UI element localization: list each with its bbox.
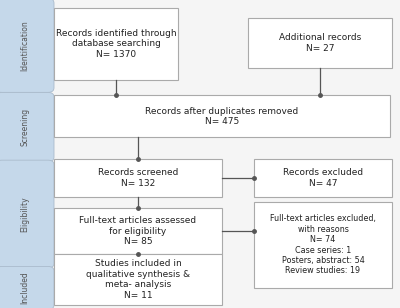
Text: Additional records
N= 27: Additional records N= 27 (279, 34, 361, 53)
Text: Identification: Identification (20, 20, 30, 71)
FancyBboxPatch shape (54, 208, 222, 254)
FancyBboxPatch shape (54, 95, 390, 137)
Text: Records identified through
database searching
N= 1370: Records identified through database sear… (56, 29, 176, 59)
Text: Screening: Screening (20, 108, 30, 146)
FancyBboxPatch shape (0, 92, 54, 162)
FancyBboxPatch shape (0, 160, 54, 268)
Text: Records excluded
N= 47: Records excluded N= 47 (283, 168, 363, 188)
FancyBboxPatch shape (0, 266, 54, 308)
Text: Eligibility: Eligibility (20, 196, 30, 232)
Text: Full-text articles excluded,
with reasons
N= 74
Case series: 1
Posters, abstract: Full-text articles excluded, with reason… (270, 214, 376, 275)
FancyBboxPatch shape (254, 202, 392, 288)
FancyBboxPatch shape (0, 0, 54, 92)
Text: Full-text articles assessed
for eligibility
N= 85: Full-text articles assessed for eligibil… (80, 216, 196, 246)
FancyBboxPatch shape (54, 159, 222, 197)
FancyBboxPatch shape (248, 18, 392, 68)
Text: Records screened
N= 132: Records screened N= 132 (98, 168, 178, 188)
FancyBboxPatch shape (54, 8, 178, 80)
FancyBboxPatch shape (254, 159, 392, 197)
Text: Studies included in
qualitative synthesis &
meta- analysis
N= 11: Studies included in qualitative synthesi… (86, 259, 190, 300)
Text: Included: Included (20, 272, 30, 304)
FancyBboxPatch shape (54, 254, 222, 305)
Text: Records after duplicates removed
N= 475: Records after duplicates removed N= 475 (145, 107, 299, 126)
